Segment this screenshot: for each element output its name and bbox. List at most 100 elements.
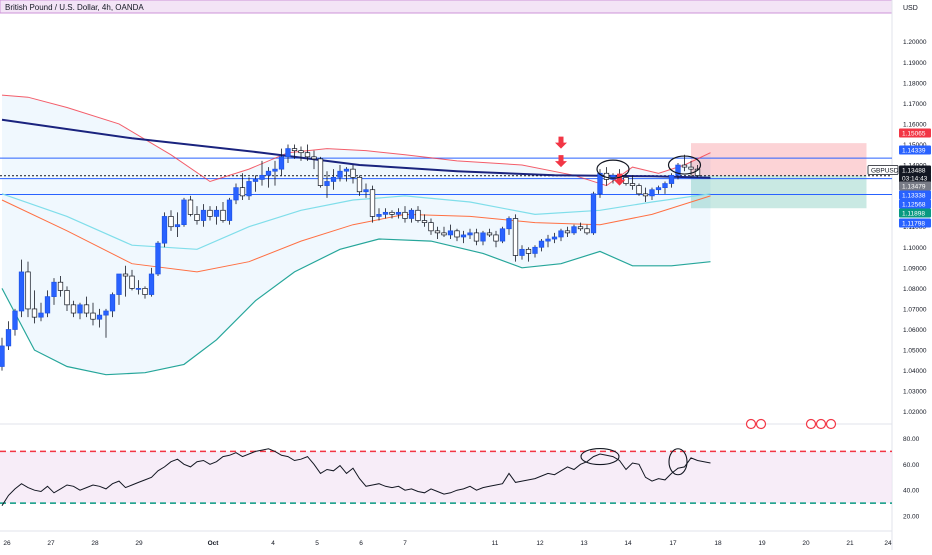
position-stop-zone — [691, 143, 867, 176]
price-tag: 03:14:43 — [899, 173, 931, 183]
candle — [304, 144, 311, 161]
price-tag-label: 1.12568 — [902, 202, 926, 209]
price-tag-label: 1.13488 — [902, 168, 926, 175]
candle — [486, 228, 493, 237]
candle-body — [642, 193, 649, 197]
candle — [584, 224, 590, 235]
time-axis-tick-label: 13 — [580, 540, 588, 547]
price-tag-label: 1.15065 — [902, 131, 926, 138]
candle — [343, 167, 350, 182]
candle-body — [239, 187, 246, 197]
price-tags-layer[interactable]: 1.15065 1.14339 GBPUSD 1.1348803:14:431.134… — [867, 128, 931, 228]
chart-background-layer — [0, 95, 892, 375]
candle-body — [135, 288, 142, 290]
chart-lines-layer — [1, 94, 711, 376]
candle-body — [649, 189, 655, 197]
candle-body — [187, 199, 194, 215]
candle — [246, 177, 252, 200]
candle-body — [337, 170, 343, 178]
candle-body — [395, 211, 402, 215]
oscillator-hand-drawn-circle — [580, 448, 620, 466]
candle-body — [629, 183, 636, 186]
candle-body — [545, 238, 551, 242]
price-tag: 1.12568 — [899, 199, 931, 209]
candle-body — [25, 271, 31, 310]
candle — [480, 230, 486, 246]
candle-body — [460, 234, 467, 238]
candle — [0, 337, 5, 371]
candle — [12, 308, 18, 336]
candle-body — [311, 156, 317, 160]
price-tag-label: GBPUSD — [871, 168, 899, 175]
candle-body — [272, 168, 278, 172]
candle-body — [168, 216, 174, 228]
candles-layer — [0, 144, 701, 371]
candle — [506, 216, 512, 235]
candle-body — [18, 271, 25, 312]
price-axis-tick-label: 1.10000 — [903, 245, 927, 252]
candle-body — [142, 288, 148, 295]
candle — [590, 191, 597, 235]
candle-body — [525, 248, 532, 254]
candle-body — [259, 174, 265, 180]
candle-body — [636, 185, 642, 195]
candle — [447, 224, 454, 240]
candle — [18, 259, 25, 318]
price-axis-tick-label: 1.11000 — [903, 224, 926, 231]
price-tag: 1.11798 — [899, 218, 931, 228]
candle-body — [129, 275, 135, 289]
price-tag-background — [899, 181, 931, 191]
candle-body — [343, 168, 350, 172]
candle — [551, 232, 558, 244]
candle — [350, 165, 356, 184]
price-axis-currency: USD — [903, 5, 918, 12]
candle-body — [77, 304, 83, 314]
candle-body — [213, 209, 220, 217]
candle — [337, 165, 343, 182]
candle-body — [467, 232, 473, 236]
economic-event-flag — [755, 418, 767, 430]
price-axis-tick-label: 1.20000 — [903, 39, 927, 46]
candle-body — [688, 166, 694, 170]
price-tag: 1.15065 — [899, 128, 931, 138]
price-axis-tick-label: 1.06000 — [903, 327, 927, 334]
oscillator-line — [1, 448, 711, 506]
time-axis-tick-label: 14 — [624, 540, 632, 547]
candle — [421, 214, 428, 227]
candle-body — [584, 228, 590, 234]
price-tag-label: 1.11798 — [902, 221, 925, 228]
candle — [519, 245, 525, 260]
candle — [415, 206, 421, 223]
candle-body — [278, 156, 285, 170]
bollinger-upper-line — [1, 94, 711, 187]
price-tag-background — [867, 165, 899, 175]
oscillator-pane — [0, 448, 892, 506]
candle-body — [506, 218, 512, 230]
hand-drawn-circle — [667, 155, 702, 175]
candle-body — [434, 230, 441, 234]
candle — [70, 300, 77, 318]
candle-body — [350, 168, 356, 178]
candle — [389, 210, 395, 219]
candle — [298, 146, 304, 161]
candle — [44, 290, 51, 318]
price-tag: 1.13488 — [899, 165, 931, 175]
candle-body — [376, 214, 382, 217]
candle-body — [233, 187, 239, 201]
candle — [194, 206, 200, 225]
candle-body — [428, 222, 434, 232]
candle — [356, 175, 363, 196]
candle — [122, 265, 129, 297]
candle — [200, 204, 207, 227]
candle-body — [200, 209, 207, 221]
candle-body — [447, 230, 454, 236]
candle — [668, 173, 675, 188]
candle-body — [480, 232, 486, 242]
candle — [525, 247, 532, 262]
candle — [64, 286, 70, 311]
price-axis-tick-label: 1.18000 — [903, 80, 927, 87]
candle — [233, 183, 239, 205]
candle — [636, 183, 642, 196]
candle-body — [155, 242, 161, 275]
time-axis-tick-label: 6 — [359, 540, 363, 547]
